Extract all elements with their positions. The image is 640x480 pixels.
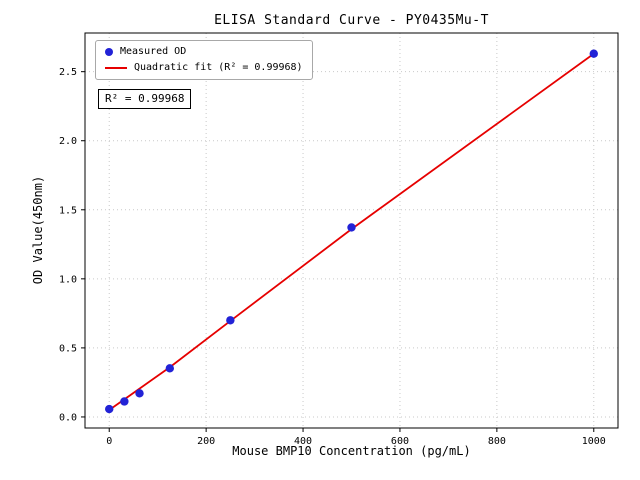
chart-title: ELISA Standard Curve - PY0435Mu-T <box>214 13 489 28</box>
svg-text:0: 0 <box>106 436 112 447</box>
y-axis-label: OD Value(450nm) <box>31 175 45 285</box>
legend-item-quadratic-fit: Quadratic fit (R² = 0.99968) <box>105 62 303 74</box>
svg-text:400: 400 <box>294 436 312 447</box>
svg-text:1000: 1000 <box>582 436 606 447</box>
x-axis-label: Mouse BMP10 Concentration (pg/mL) <box>232 444 471 458</box>
scatter-marker-icon <box>105 48 113 56</box>
svg-text:0.5: 0.5 <box>59 343 77 354</box>
svg-text:200: 200 <box>197 436 215 447</box>
legend-label-measured-od: Measured OD <box>120 46 187 57</box>
svg-text:800: 800 <box>488 436 506 447</box>
svg-text:0.0: 0.0 <box>59 412 77 423</box>
svg-text:600: 600 <box>391 436 409 447</box>
svg-text:1.0: 1.0 <box>59 274 77 285</box>
svg-text:2.0: 2.0 <box>59 136 77 147</box>
line-marker-icon <box>105 67 127 69</box>
svg-text:1.5: 1.5 <box>59 205 77 216</box>
legend-item-measured-od: Measured OD <box>105 46 303 58</box>
legend: Measured OD Quadratic fit (R² = 0.99968) <box>95 40 313 80</box>
legend-label-quadratic-fit: Quadratic fit (R² = 0.99968) <box>134 62 303 73</box>
r-squared-annotation: R² = 0.99968 <box>98 89 192 109</box>
svg-text:2.5: 2.5 <box>59 67 77 78</box>
